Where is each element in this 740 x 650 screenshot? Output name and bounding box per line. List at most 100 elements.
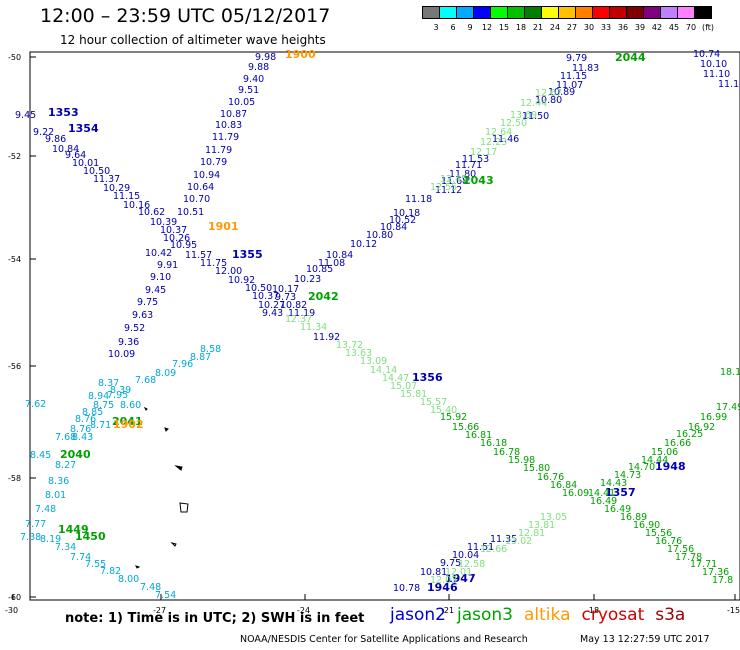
pass-time-label: 2042 — [308, 290, 339, 303]
wave-height-value: 14.43 — [600, 478, 627, 489]
page-title: 12:00 – 23:59 UTC 05/12/2017 — [40, 5, 331, 27]
wave-height-value: 16.99 — [700, 412, 727, 423]
wave-height-value: 11.50 — [522, 111, 549, 122]
wave-height-value: 9.75 — [440, 558, 461, 569]
wave-height-value: 13.02 — [505, 536, 532, 547]
scale-label: 18 — [515, 23, 527, 32]
wave-height-value: 16.89 — [620, 512, 647, 523]
wave-height-value: 8.27 — [55, 460, 76, 471]
wave-height-value: 10.12 — [350, 239, 377, 250]
wave-height-value: 8.75 — [93, 400, 114, 411]
scale-label: 12 — [481, 23, 493, 32]
scale-label: 70 — [685, 23, 697, 32]
wave-height-value: 10.87 — [220, 109, 247, 120]
wave-height-value: 17.71 — [690, 559, 717, 570]
wave-height-value: 16.81 — [465, 430, 492, 441]
wave-height-value: 9.88 — [248, 62, 269, 73]
wave-height-value: 12.37 — [285, 314, 312, 325]
pass-time-label: 2040 — [60, 448, 91, 461]
wave-height-value: 10.64 — [187, 182, 214, 193]
wave-height-value: 11.1 — [718, 79, 739, 90]
wave-height-value: 12.17 — [470, 147, 497, 158]
wave-height-value: 12.66 — [480, 544, 507, 555]
wave-height-value: 16.92 — [688, 422, 715, 433]
wave-height-value: 16.76 — [537, 472, 564, 483]
lat-tick-label: -50 — [8, 53, 21, 62]
wave-height-value: 10.94 — [193, 170, 220, 181]
pass-time-label: 1901 — [208, 220, 239, 233]
wave-height-value: 13.69 — [510, 110, 537, 121]
wave-height-value: 10.74 — [693, 49, 720, 60]
wave-height-value: 10.16 — [123, 200, 150, 211]
credit-line: NOAA/NESDIS Center for Satellite Applica… — [240, 634, 528, 645]
island-shape — [179, 502, 189, 513]
wave-height-value: 8.85 — [82, 407, 103, 418]
wave-height-value: 12.67 — [535, 88, 562, 99]
wave-height-value: 16.25 — [676, 429, 703, 440]
wave-height-value: 7.77 — [25, 519, 46, 530]
wave-height-value: 10.04 — [452, 550, 479, 561]
wave-height-value: 11.80 — [449, 169, 476, 180]
pass-time-label: 2043 — [463, 174, 494, 187]
wave-height-value: 7.74 — [70, 552, 91, 563]
pass-time-label: 1353 — [48, 106, 79, 119]
wave-height-value: 17.49 — [716, 402, 740, 413]
wave-height-value: 12.55 — [430, 182, 457, 193]
wave-height-value: 9.91 — [157, 260, 178, 271]
wave-height-value: 18.1 — [720, 367, 740, 378]
wave-height-value: 11.15 — [560, 71, 587, 82]
pass-time-label: 1946 — [427, 581, 458, 594]
wave-height-value: 8.94 — [88, 391, 109, 402]
wave-height-value: 17.8 — [712, 575, 733, 586]
wave-height-value: 17.56 — [667, 544, 694, 555]
wave-height-value: 8.19 — [40, 534, 61, 545]
wave-height-value: 9.43 — [262, 308, 283, 319]
wave-height-value: 10.78 — [393, 583, 420, 594]
wave-height-value: 10.85 — [306, 264, 333, 275]
pass-time-label: 1900 — [285, 48, 316, 61]
island-shape — [143, 406, 148, 411]
lon-tick-label: -24 — [297, 606, 310, 615]
wave-height-value: 11.12 — [435, 185, 462, 196]
wave-height-value: 13.05 — [540, 512, 567, 523]
wave-height-value: 11.57 — [185, 250, 212, 261]
wave-height-value: 7.62 — [25, 399, 46, 410]
wave-height-value: 12.23 — [480, 137, 507, 148]
wave-height-value: 7.34 — [55, 542, 76, 553]
lon-tick-label: -15 — [727, 606, 740, 615]
scale-label: 36 — [617, 23, 629, 32]
wave-height-value: 8.76 — [75, 414, 96, 425]
wave-height-value: 9.98 — [255, 52, 276, 63]
wave-height-value: 9.22 — [33, 127, 54, 138]
wave-height-value: 16.78 — [493, 447, 520, 458]
pass-time-label: 1449 — [58, 523, 89, 536]
wave-height-value: 11.35 — [490, 534, 517, 545]
wave-height-value: 8.09 — [155, 368, 176, 379]
map-axes: -50 -52 -54 -56 -58 -60 -30 -27 -24 -21 -18 -15 — [5, 53, 740, 615]
wave-height-value: 11.79 — [205, 145, 232, 156]
wave-height-value: 8.45 — [30, 450, 51, 461]
wave-height-value: 10.52 — [389, 215, 416, 226]
scale-label: 30 — [583, 23, 595, 32]
lat-tick-label: -60 — [8, 593, 21, 602]
wave-height-value: 11.15 — [113, 191, 140, 202]
wave-height-value: 11.34 — [300, 322, 327, 333]
wave-height-value: 16.09 — [562, 488, 589, 499]
lat-tick-label: -58 — [8, 474, 21, 483]
legend-item-jason2: jason2 — [390, 605, 446, 625]
wave-height-value: 9.75 — [137, 297, 158, 308]
wave-height-value: 10.37 — [252, 291, 279, 302]
wave-height-value: 16.76 — [655, 536, 682, 547]
pass-time-label: 1355 — [232, 248, 263, 261]
wave-height-value: 10.84 — [326, 250, 353, 261]
legend-item-altika: altika — [524, 605, 571, 625]
wave-height-value: 14.70 — [628, 462, 655, 473]
wave-height-value: 11.19 — [288, 308, 315, 319]
wave-height-value: 11.46 — [492, 134, 519, 145]
wave-height-value: 12.03 — [430, 575, 457, 586]
wave-height-value: 12.81 — [518, 528, 545, 539]
wave-height-value: 8.00 — [118, 574, 139, 585]
wave-height-value: 11.07 — [556, 80, 583, 91]
map-frame — [29, 51, 740, 601]
wave-height-value: 7.95 — [107, 390, 128, 401]
